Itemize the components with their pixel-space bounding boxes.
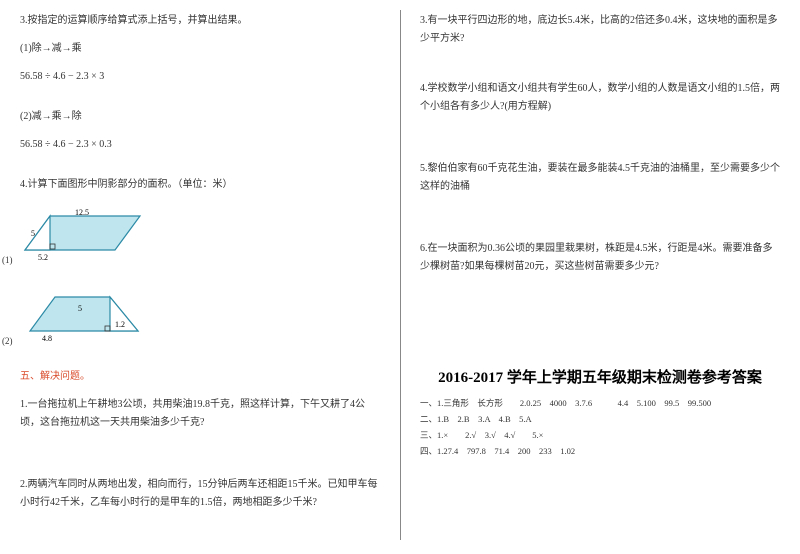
- figure-1: 12.5 5 5.2 (1): [20, 208, 150, 267]
- answer-line-1: 一、1.三角形 长方形 2.0.25 4000 3.7.6 4.4 5.100 …: [420, 395, 780, 411]
- fig1-top-label: 12.5: [75, 208, 89, 217]
- answer-line-4: 四、1.27.4 797.8 71.4 200 233 1.02: [420, 443, 780, 459]
- problem-3: 3.有一块平行四边形的地，底边长5.4米，比高的2倍还多0.4米，这块地的面积是…: [420, 12, 780, 48]
- problem-1: 1.一台拖拉机上午耕地3公顷，共用柴油19.8千克，照这样计算，下午又耕了4公顷…: [20, 396, 380, 432]
- section5-title: 五、解决问题。: [20, 368, 380, 386]
- q3-title: 3.按指定的运算顺序给算式添上括号，并算出结果。: [20, 12, 380, 30]
- fig1-left-label: 5: [31, 229, 35, 238]
- right-column: 3.有一块平行四边形的地，底边长5.4米，比高的2倍还多0.4米，这块地的面积是…: [400, 0, 800, 554]
- fig2-prefix: (2): [2, 336, 13, 346]
- fig2-top-label: 5: [78, 304, 82, 313]
- q3-2-label: (2)减→乘→除: [20, 108, 380, 126]
- fig2-mid-label: 1.2: [115, 320, 125, 329]
- q3-1-expr: 56.58 ÷ 4.6 − 2.3 × 3: [20, 68, 380, 86]
- problem-2: 2.两辆汽车同时从两地出发，相向而行，15分钟后两车还相距15千米。已知甲车每小…: [20, 476, 380, 512]
- answer-line-2: 二、1.B 2.B 3.A 4.B 5.A: [420, 411, 780, 427]
- answer-title: 2016-2017 学年上学期五年级期末检测卷参考答案: [420, 366, 780, 387]
- problem-6: 6.在一块面积为0.36公顷的果园里栽果树，株距是4.5米，行距是4米。需要准备…: [420, 240, 780, 276]
- fig1-prefix: (1): [2, 255, 13, 265]
- fig2-left-label: 4.8: [42, 334, 52, 343]
- q3-1-label: (1)除→减→乘: [20, 40, 380, 58]
- fig1-bottom-label: 5.2: [38, 253, 48, 262]
- q4-title: 4.计算下面图形中阴影部分的面积。（单位：米）: [20, 176, 380, 194]
- problem-5: 5.黎伯伯家有60千克花生油，要装在最多能装4.5千克油的油桶里，至少需要多少个…: [420, 160, 780, 196]
- trapezoid-icon: 5 1.2 4.8: [20, 289, 150, 345]
- parallelogram-icon: 12.5 5 5.2: [20, 208, 150, 264]
- column-divider: [400, 10, 401, 540]
- left-column: 3.按指定的运算顺序给算式添上括号，并算出结果。 (1)除→减→乘 56.58 …: [0, 0, 400, 554]
- answer-line-3: 三、1.× 2.√ 3.√ 4.√ 5.×: [420, 427, 780, 443]
- figure-2: 5 1.2 4.8 (2): [20, 289, 150, 348]
- q3-2-expr: 56.58 ÷ 4.6 − 2.3 × 0.3: [20, 136, 380, 154]
- problem-4: 4.学校数学小组和语文小组共有学生60人，数学小组的人数是语文小组的1.5倍，两…: [420, 80, 780, 116]
